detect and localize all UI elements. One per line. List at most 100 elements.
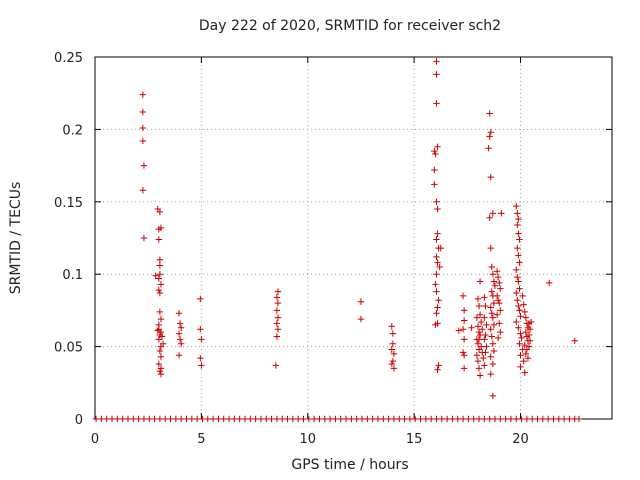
data-point [157, 370, 165, 378]
data-point [436, 263, 443, 271]
data-point [516, 285, 523, 292]
data-point [139, 187, 147, 194]
data-point [475, 365, 483, 372]
y-tick-label: 0 [75, 413, 83, 428]
data-point [434, 205, 441, 213]
data-point [459, 349, 467, 356]
data-point [476, 372, 484, 379]
x-tick-label: 15 [406, 432, 423, 447]
data-point [489, 314, 497, 321]
data-point [481, 362, 488, 369]
x-tick-label: 0 [91, 432, 99, 447]
data-point [197, 295, 204, 303]
data-point [486, 110, 493, 117]
data-point [514, 244, 521, 252]
data-point [139, 108, 147, 116]
data-point [526, 326, 534, 333]
y-tick-label: 0.2 [62, 123, 83, 138]
data-point [487, 304, 494, 311]
data-point [515, 324, 522, 331]
data-point [515, 230, 522, 237]
data-point [516, 236, 523, 243]
x-axis-label: GPS time / hours [291, 457, 408, 473]
data-point [156, 308, 164, 316]
data-point [480, 354, 487, 362]
data-point [177, 340, 185, 347]
data-point [513, 289, 520, 297]
data-point [459, 292, 467, 300]
data-point [487, 244, 494, 252]
data-point [434, 259, 441, 266]
x-tick-label: 10 [299, 432, 316, 447]
data-point [513, 266, 520, 274]
data-point [152, 272, 159, 279]
data-point [487, 370, 494, 378]
data-point [157, 353, 165, 360]
grid-lines [95, 57, 612, 419]
data-point [139, 137, 147, 145]
data-point [158, 333, 166, 340]
data-point [482, 349, 489, 356]
data-point [432, 150, 439, 158]
data-point [390, 365, 398, 372]
data-point [494, 273, 502, 281]
data-point [520, 301, 527, 308]
data-point [155, 336, 163, 343]
data-point [273, 320, 281, 327]
data-point [488, 288, 495, 295]
data-point [140, 234, 148, 242]
data-point [473, 352, 481, 359]
y-tick-label: 0.05 [54, 341, 83, 356]
data-point [177, 324, 185, 331]
data-point [176, 336, 184, 343]
data-point [156, 262, 164, 269]
data-point [198, 336, 205, 343]
data-point [482, 302, 489, 310]
data-point [518, 334, 525, 342]
data-point [515, 215, 522, 223]
data-point [155, 360, 163, 368]
data-point [460, 352, 468, 359]
y-tick-label: 0.25 [54, 51, 83, 66]
x-tick-label: 20 [512, 432, 529, 447]
data-point [435, 297, 442, 304]
data-point [486, 133, 493, 140]
data-point [521, 341, 528, 349]
data-point [521, 308, 528, 316]
axis-ticks: 0 5 10 15 20 0 0.05 0.1 0.15 0.2 0.25 [54, 51, 612, 447]
data-point [517, 352, 524, 359]
data-point [155, 275, 163, 282]
data-point [515, 252, 522, 259]
data-point [490, 321, 498, 329]
data-point [497, 307, 504, 314]
data-point [487, 353, 494, 360]
data-point [433, 198, 440, 205]
data-point [493, 268, 501, 275]
data-point [493, 311, 501, 318]
data-point [489, 271, 497, 278]
data-point [175, 330, 183, 337]
data-point [272, 362, 280, 369]
data-point [513, 202, 520, 210]
data-point [473, 314, 481, 321]
data-point [175, 310, 183, 317]
data-point [527, 318, 535, 326]
data-point [497, 328, 504, 336]
data-point [431, 166, 438, 174]
data-point [474, 357, 482, 365]
data-point [156, 347, 164, 355]
data-point [432, 321, 439, 329]
data-point [157, 365, 165, 372]
data-point [514, 297, 521, 304]
data-point [475, 328, 483, 336]
data-point [498, 210, 505, 217]
data-point [496, 299, 503, 307]
data-point [516, 259, 523, 266]
data-point [460, 317, 468, 324]
data-point [198, 362, 205, 369]
data-point [388, 346, 395, 353]
data-point [139, 124, 147, 132]
data-point [176, 320, 184, 327]
